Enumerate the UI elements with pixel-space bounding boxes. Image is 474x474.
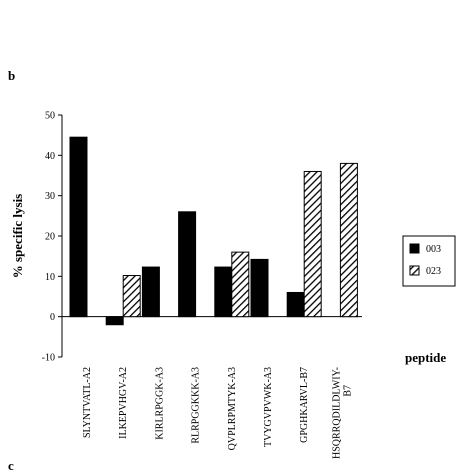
legend-swatch xyxy=(409,243,420,254)
bar xyxy=(231,251,250,318)
x-tick-label: GPGHKARVL-B7 xyxy=(299,367,310,443)
y-tick-label: 40 xyxy=(45,151,55,162)
legend-label: 023 xyxy=(426,266,441,277)
y-axis-label: % specific lysis xyxy=(10,194,25,279)
y-tick-label: 50 xyxy=(45,111,55,122)
x-axis-label: peptide xyxy=(405,350,446,365)
x-tick-label: KIRLRPGGK-A3 xyxy=(154,367,165,440)
y-tick-label: 10 xyxy=(45,272,55,283)
y-tick-label: -10 xyxy=(42,353,55,364)
bar xyxy=(303,170,322,318)
x-tick-label: RLRPGGKKK-A3 xyxy=(191,367,202,444)
y-tick-label: 30 xyxy=(45,191,55,202)
bar xyxy=(69,136,88,318)
bar xyxy=(178,211,197,318)
x-tick-label: HSQRRQDILDLWIY-B7 xyxy=(331,367,353,459)
panel-label: b xyxy=(8,68,15,83)
y-tick-label: 20 xyxy=(45,232,55,243)
bar xyxy=(141,266,160,318)
panel-label: c xyxy=(8,458,14,473)
x-tick-label: QVPLRPMTYK-A3 xyxy=(227,367,238,450)
x-tick-label: SLYNTVATL-A2 xyxy=(82,367,93,438)
bar xyxy=(122,275,141,318)
bar xyxy=(105,316,124,326)
legend-swatch xyxy=(409,265,420,276)
bar xyxy=(250,258,269,318)
y-tick-label: 0 xyxy=(50,312,55,323)
legend-label: 003 xyxy=(426,244,441,255)
bar xyxy=(214,266,233,318)
x-tick-label: ILKEPVHGV-A2 xyxy=(118,367,129,439)
bar xyxy=(339,162,358,318)
bar xyxy=(286,291,305,318)
x-tick-label: TVYGVPVWK-A3 xyxy=(263,367,274,447)
legend-box xyxy=(402,235,456,287)
